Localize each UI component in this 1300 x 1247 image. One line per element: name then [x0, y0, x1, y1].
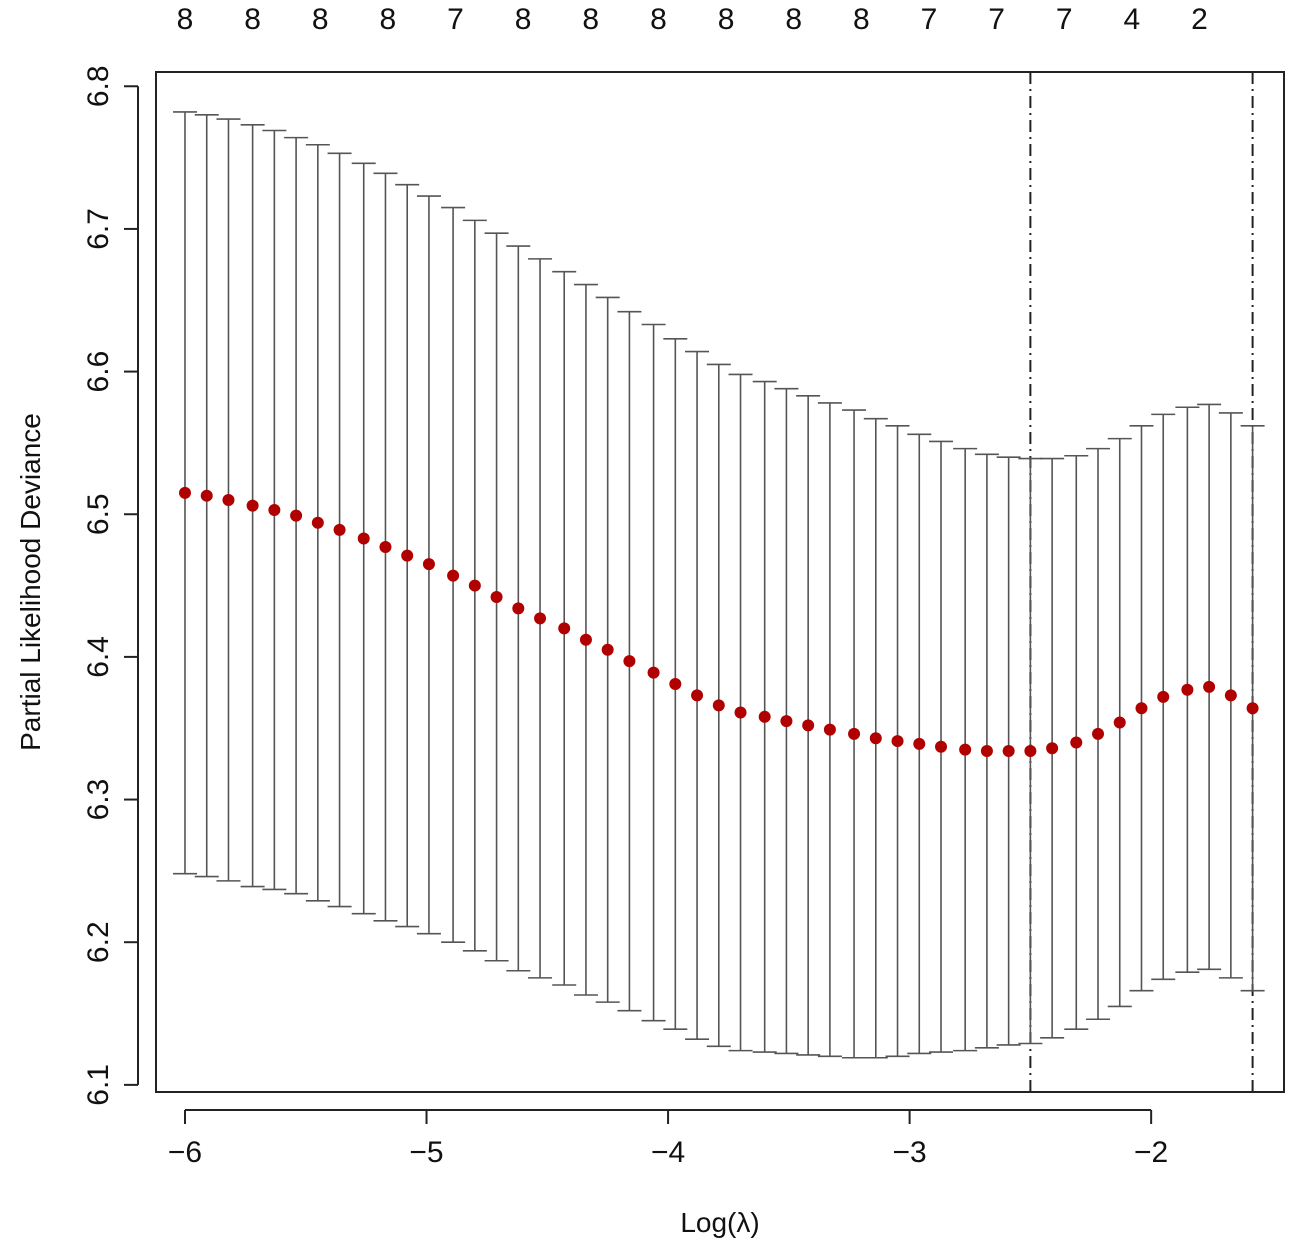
data-point — [913, 737, 926, 750]
y-tick-label: 6.5 — [82, 493, 115, 535]
y-tick-label: 6.2 — [82, 921, 115, 963]
data-point — [1135, 702, 1148, 715]
x-tick-label: −3 — [893, 1136, 927, 1169]
top-count-label: 8 — [244, 3, 261, 36]
top-count-label: 8 — [312, 3, 329, 36]
data-point — [802, 719, 815, 732]
y-tick-label: 6.3 — [82, 779, 115, 821]
data-point — [333, 523, 346, 536]
data-point — [734, 706, 747, 719]
y-axis-label: Partial Likelihood Deviance — [15, 413, 46, 751]
data-point — [758, 710, 771, 723]
data-point — [1070, 736, 1083, 749]
data-point — [1181, 683, 1194, 696]
x-tick-label: −4 — [651, 1136, 685, 1169]
data-point — [935, 740, 948, 753]
top-count-label: 8 — [853, 3, 870, 36]
y-axis: 6.1 6.2 6.3 6.4 6.5 6.6 6.7 6.8 — [82, 65, 139, 1106]
data-point — [1203, 680, 1216, 693]
data-point — [357, 532, 370, 545]
x-tick-label: −2 — [1134, 1136, 1168, 1169]
data-point — [959, 743, 972, 756]
data-point — [869, 732, 882, 745]
data-point — [558, 622, 571, 635]
data-point — [1092, 727, 1105, 740]
x-axis: −6 −5 −4 −3 −2 — [168, 1109, 1168, 1169]
data-point — [780, 715, 793, 728]
y-tick-label: 6.7 — [82, 208, 115, 250]
data-point — [422, 558, 435, 571]
data-point — [891, 735, 904, 748]
y-tick-label: 6.6 — [82, 351, 115, 393]
data-point — [579, 633, 592, 646]
data-point — [1157, 690, 1170, 703]
data-point — [1024, 745, 1037, 758]
data-point — [200, 489, 213, 502]
y-tick-label: 6.4 — [82, 636, 115, 678]
data-point — [246, 499, 259, 512]
data-point — [178, 486, 191, 499]
top-count-label: 8 — [582, 3, 599, 36]
data-point — [401, 549, 414, 562]
top-count-label: 2 — [1191, 3, 1208, 36]
data-point — [222, 493, 235, 506]
data-point — [823, 723, 836, 736]
top-count-label: 7 — [447, 3, 464, 36]
data-point — [268, 503, 281, 516]
y-tick-label: 6.8 — [82, 65, 115, 107]
top-count-label: 7 — [1056, 3, 1073, 36]
data-point — [490, 590, 503, 603]
plot-frame — [155, 71, 1285, 1093]
data-point — [534, 612, 547, 625]
data-point — [311, 516, 324, 529]
top-count-label: 8 — [785, 3, 802, 36]
top-count-label: 8 — [718, 3, 735, 36]
data-point — [623, 655, 636, 668]
data-point — [1046, 742, 1059, 755]
data-point — [379, 541, 392, 554]
data-point — [1113, 716, 1126, 729]
data-point — [669, 678, 682, 690]
x-tick-label: −5 — [409, 1136, 443, 1169]
data-point — [601, 643, 614, 656]
error-bar-layer — [172, 111, 1265, 1059]
top-count-label: 7 — [921, 3, 938, 36]
data-point — [447, 569, 460, 582]
data-point — [848, 727, 861, 740]
top-count-label: 8 — [177, 3, 194, 36]
x-axis-label: Log(λ) — [680, 1207, 759, 1238]
data-point — [512, 602, 525, 615]
data-point — [1246, 702, 1259, 715]
top-count-label: 7 — [988, 3, 1005, 36]
top-count-label: 8 — [650, 3, 667, 36]
data-point — [691, 689, 704, 702]
y-tick-label: 6.1 — [82, 1064, 115, 1106]
data-point — [1224, 689, 1237, 702]
data-point — [712, 699, 725, 712]
data-point — [647, 666, 660, 679]
data-point — [1002, 745, 1015, 758]
data-point — [980, 745, 993, 758]
x-tick-label: −6 — [168, 1136, 202, 1169]
top-axis-counts: 8 8 8 8 7 8 8 8 8 8 8 7 7 7 4 2 — [177, 3, 1208, 36]
point-layer — [178, 486, 1259, 758]
top-count-label: 4 — [1123, 3, 1140, 36]
top-count-label: 8 — [515, 3, 532, 36]
data-point — [290, 509, 303, 522]
data-point — [468, 579, 481, 592]
top-count-label: 8 — [380, 3, 397, 36]
